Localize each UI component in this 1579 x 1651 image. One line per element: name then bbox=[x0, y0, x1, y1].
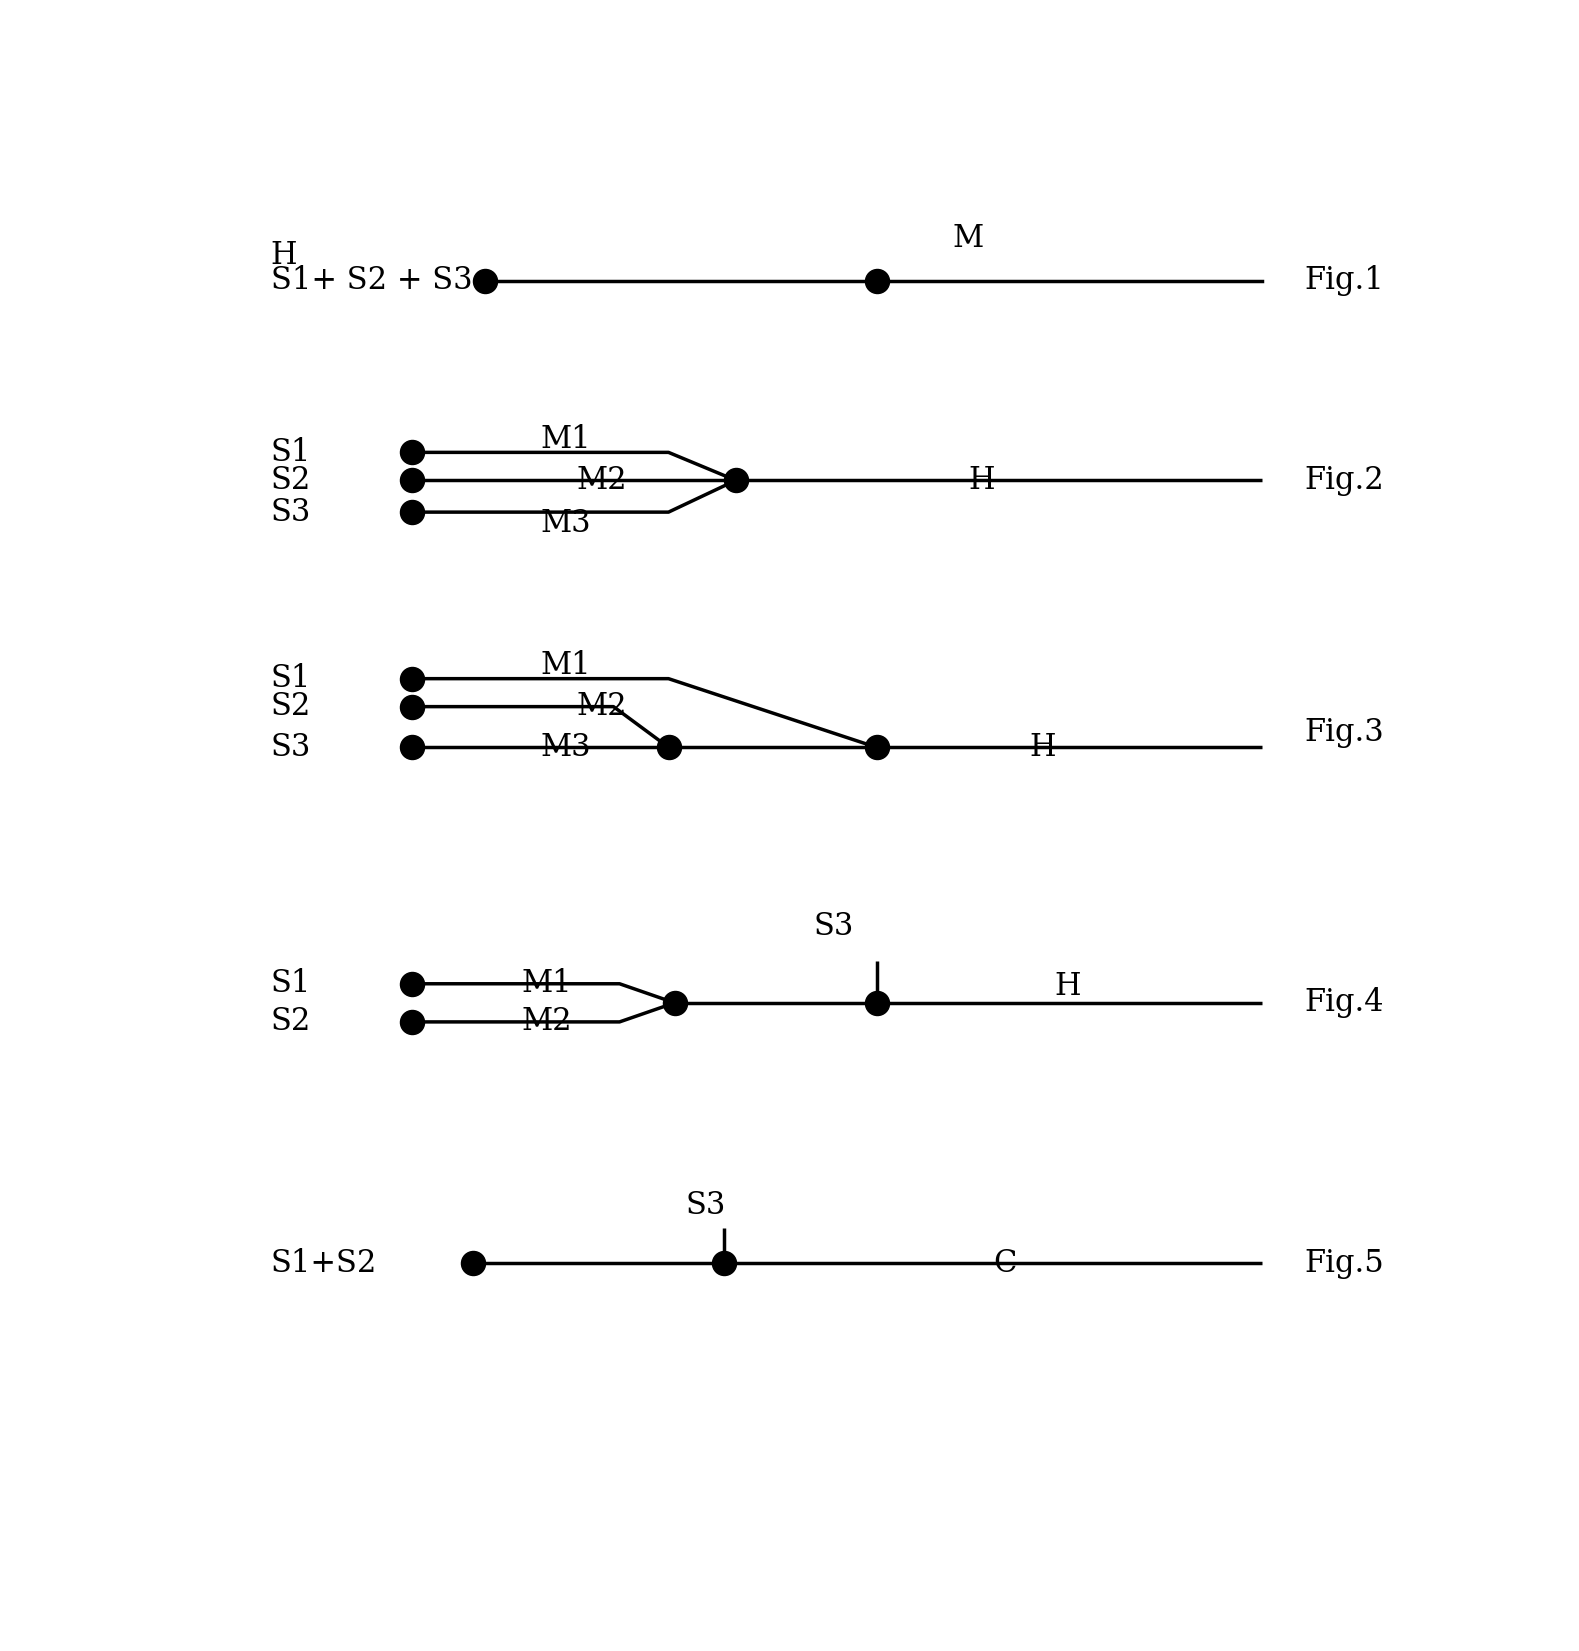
Point bbox=[864, 735, 889, 761]
Text: Fig.1: Fig.1 bbox=[1304, 266, 1385, 296]
Text: M3: M3 bbox=[540, 509, 591, 540]
Text: S1: S1 bbox=[272, 438, 311, 467]
Text: C: C bbox=[993, 1248, 1017, 1280]
Point bbox=[399, 735, 425, 761]
Point bbox=[399, 1009, 425, 1035]
Point bbox=[399, 467, 425, 494]
Point bbox=[472, 267, 497, 294]
Text: S3: S3 bbox=[272, 731, 311, 763]
Text: S1: S1 bbox=[272, 664, 311, 693]
Point bbox=[662, 989, 687, 1015]
Text: S2: S2 bbox=[272, 692, 311, 721]
Text: S2: S2 bbox=[272, 466, 311, 495]
Point bbox=[711, 1250, 736, 1276]
Text: H: H bbox=[968, 466, 995, 495]
Text: M1: M1 bbox=[521, 967, 572, 999]
Point bbox=[459, 1250, 485, 1276]
Point bbox=[399, 439, 425, 466]
Text: Fig.4: Fig.4 bbox=[1304, 987, 1385, 1019]
Point bbox=[864, 989, 889, 1015]
Text: M3: M3 bbox=[540, 731, 591, 763]
Text: Fig.2: Fig.2 bbox=[1304, 466, 1385, 495]
Text: Fig.5: Fig.5 bbox=[1304, 1248, 1385, 1280]
Text: S1: S1 bbox=[272, 967, 311, 999]
Text: S3: S3 bbox=[272, 497, 311, 528]
Text: H: H bbox=[272, 239, 297, 271]
Text: S1+ S2 + S3: S1+ S2 + S3 bbox=[272, 266, 472, 296]
Text: H: H bbox=[1030, 731, 1056, 763]
Text: M1: M1 bbox=[540, 424, 591, 456]
Point bbox=[399, 971, 425, 997]
Point bbox=[723, 467, 748, 494]
Point bbox=[864, 267, 889, 294]
Text: M: M bbox=[952, 223, 984, 254]
Text: S1+S2: S1+S2 bbox=[272, 1248, 377, 1280]
Text: M2: M2 bbox=[521, 1007, 572, 1037]
Point bbox=[655, 735, 681, 761]
Text: S3: S3 bbox=[813, 911, 854, 941]
Text: M1: M1 bbox=[540, 650, 591, 682]
Text: S2: S2 bbox=[272, 1007, 311, 1037]
Text: H: H bbox=[1055, 971, 1080, 1002]
Text: M2: M2 bbox=[576, 466, 627, 495]
Point bbox=[399, 665, 425, 692]
Point bbox=[399, 499, 425, 525]
Text: Fig.3: Fig.3 bbox=[1304, 717, 1385, 748]
Text: S3: S3 bbox=[685, 1190, 725, 1222]
Point bbox=[399, 693, 425, 720]
Text: M2: M2 bbox=[576, 692, 627, 721]
